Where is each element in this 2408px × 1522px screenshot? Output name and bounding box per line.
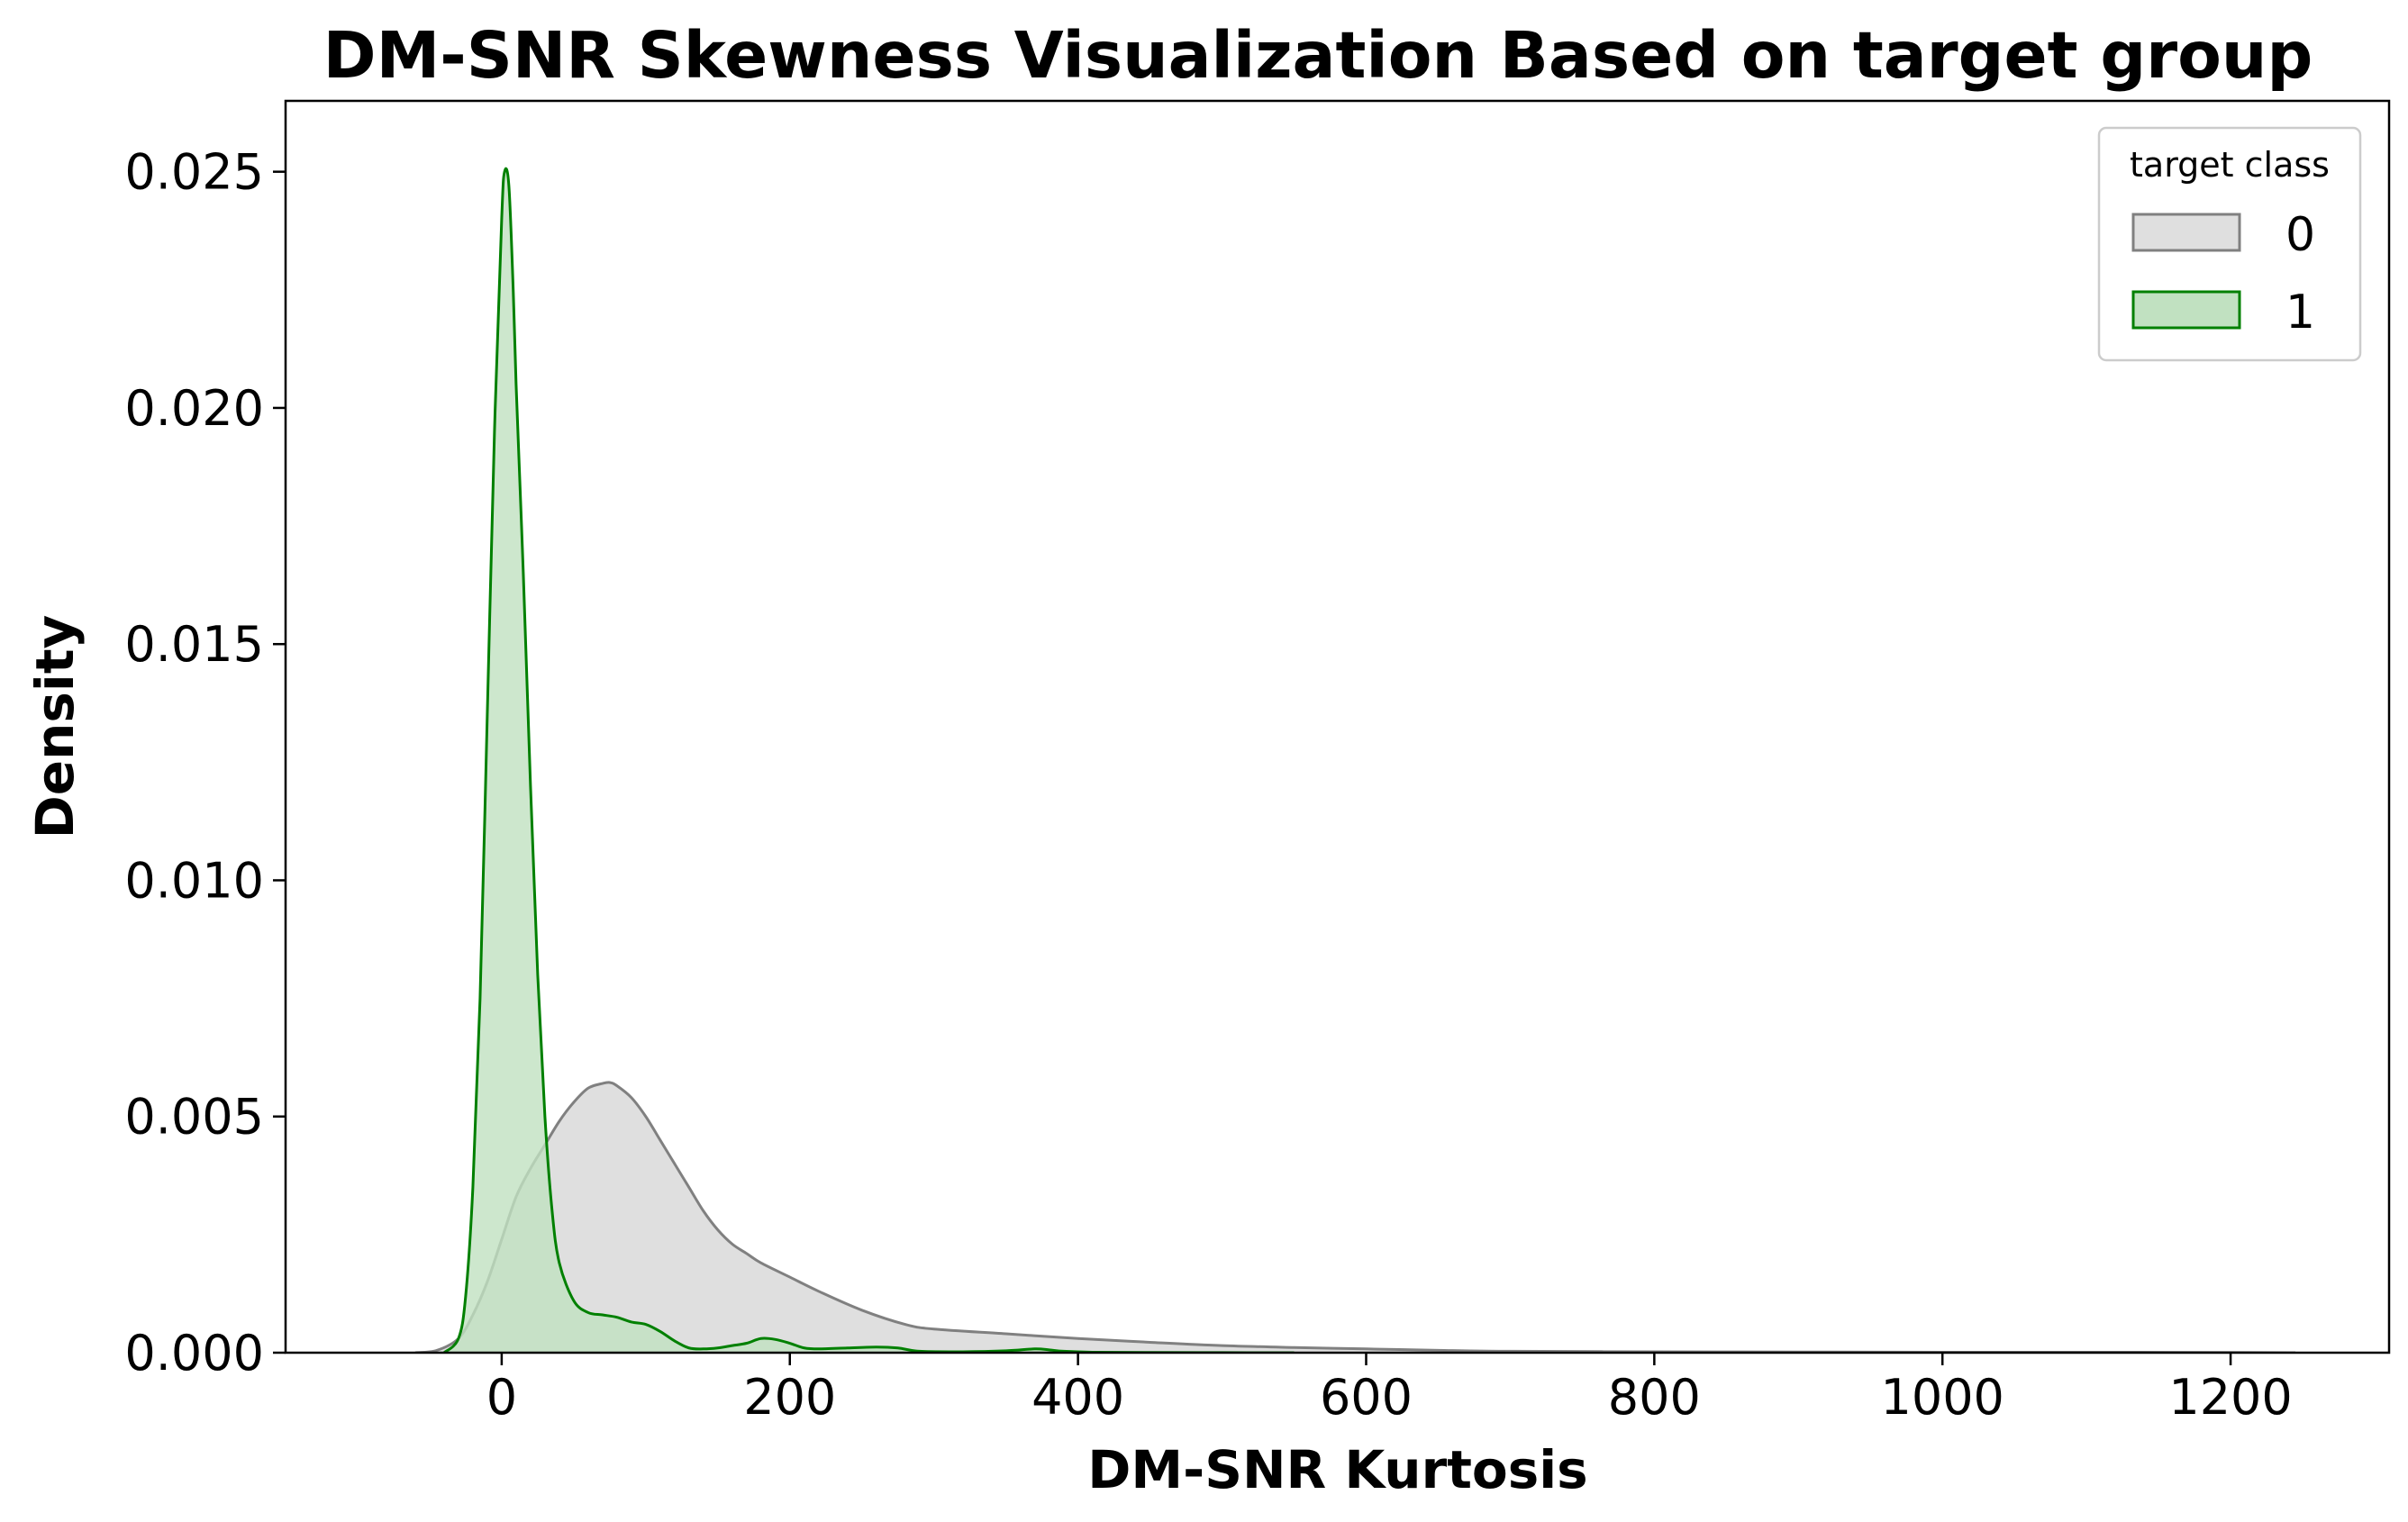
- y-tick-label: 0.010: [124, 852, 264, 909]
- chart-title: DM-SNR Skewness Visualization Based on t…: [323, 18, 2313, 93]
- x-tick-label: 600: [1320, 1369, 1413, 1426]
- x-tick-label: 1000: [1880, 1369, 2004, 1426]
- legend-label-series-1: 1: [2285, 285, 2315, 340]
- y-tick-label: 0.020: [124, 380, 264, 437]
- y-tick-label: 0.000: [124, 1325, 264, 1382]
- legend-swatch-series-0: [2131, 213, 2241, 252]
- x-axis: 0 200 400 600 800 1000 1200: [486, 1353, 2293, 1426]
- legend-swatch-series-1: [2131, 290, 2241, 330]
- x-tick-label: 400: [1031, 1369, 1124, 1426]
- y-axis-label: Density: [24, 615, 86, 839]
- legend: target class 0 1: [2097, 126, 2362, 362]
- x-tick-label: 0: [486, 1369, 517, 1426]
- y-tick-label: 0.015: [124, 616, 264, 673]
- density-area-series-1: [443, 168, 1295, 1353]
- plot-frame: [284, 99, 2391, 1354]
- legend-label-series-0: 0: [2285, 208, 2315, 262]
- y-tick-label: 0.025: [124, 144, 264, 201]
- x-axis-label: DM-SNR Kurtosis: [1087, 1439, 1587, 1500]
- y-axis: 0.000 0.005 0.010 0.015 0.020 0.025: [124, 144, 286, 1382]
- legend-title: target class: [2130, 145, 2330, 185]
- x-tick-label: 800: [1608, 1369, 1701, 1426]
- y-tick-label: 0.005: [124, 1089, 264, 1146]
- x-tick-label: 200: [743, 1369, 836, 1426]
- x-tick-label: 1200: [2168, 1369, 2292, 1426]
- density-line-series-1: [442, 167, 1295, 1353]
